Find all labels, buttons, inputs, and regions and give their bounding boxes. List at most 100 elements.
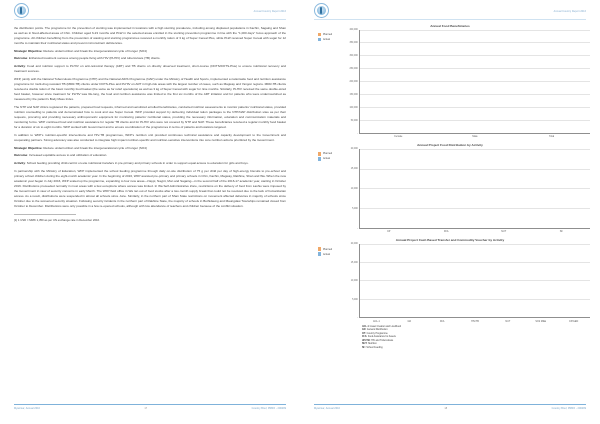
legend-label: Actual [322, 157, 330, 161]
legend-item-planned: Planned [318, 152, 344, 156]
footer-right-text: Country Brief, PRRO - 200299 [251, 407, 286, 410]
wfp-emblem-icon [14, 3, 29, 18]
legend-label: Planned [322, 247, 333, 251]
abbreviation-item: FFA: Food Assistance for Assets [362, 336, 396, 339]
paragraph-label: Outcome [14, 153, 28, 158]
x-axis-label: SO2 M&E [535, 319, 547, 323]
chart-food-distribution: Annual Project Food Distribution by Acti… [310, 143, 590, 233]
y-axis-tick: 100,000 [349, 107, 358, 109]
chart-legend: Planned Actual [310, 244, 344, 322]
plot-area [360, 29, 590, 134]
legend-swatch-actual [318, 252, 322, 256]
paragraph: In partnership with the Ministry of Educ… [14, 169, 286, 208]
y-axis-tick: - [357, 317, 358, 320]
outcome-2: Outcome: Increased equitable access to a… [14, 153, 286, 158]
x-axis-label: Male [472, 135, 478, 139]
paragraph-label: Strategic Objective [14, 49, 42, 54]
charts-container: Annual Food Beneficiaries Planned Actual [300, 22, 600, 350]
y-axis-tick: 50,000 [350, 120, 358, 122]
header-right-text: Annual Country Report 2016 [553, 10, 586, 13]
header-rule [314, 19, 586, 20]
legend-swatch-actual [318, 157, 322, 161]
paragraph-label: Activity [14, 160, 26, 165]
footer-rule [14, 403, 286, 405]
paragraph-label: Outcome [14, 56, 28, 61]
footer-right-text: Country Brief, PRRO - 200299 [551, 407, 586, 410]
x-axis-label: Female [394, 135, 403, 139]
legend-swatch-planned [318, 247, 322, 251]
paragraph-text: : Increased equitable access to and util… [27, 153, 108, 158]
activity-1: Activity: Food and nutrition support to … [14, 64, 286, 74]
y-axis-tick: 5,000 [352, 298, 358, 301]
y-axis-tick: 300,000 [349, 55, 358, 57]
page-number: 18 [444, 407, 448, 410]
x-axis-label: FFA [439, 319, 445, 323]
header-rule [14, 19, 286, 20]
paragraph: The NTP and NAP clinics registered the p… [14, 104, 286, 129]
legend-label: Actual [322, 252, 330, 256]
x-axis-label: Total [549, 135, 555, 139]
footnote-separator [14, 214, 76, 216]
y-axis-tick: 150,000 [349, 94, 358, 96]
chart-beneficiaries: Annual Food Beneficiaries Planned Actual [310, 24, 590, 138]
y-axis: - 5,000 10,000 15,000 20,000 [344, 148, 360, 231]
header-right-text: Annual Country Report 2016 [253, 10, 286, 13]
y-axis-tick: 200,000 [349, 81, 358, 83]
legend-label: Planned [322, 33, 333, 37]
footer-rule [314, 403, 586, 405]
legend-label: Planned [322, 152, 333, 156]
paragraph-text: : Reduce undernutrition and break the in… [41, 49, 147, 54]
legend-item-actual: Actual [318, 252, 344, 256]
y-axis-tick: 400,000 [349, 29, 358, 31]
paragraph-label: Strategic Objective [14, 146, 42, 151]
wfp-emblem-icon [314, 3, 329, 18]
y-axis-tick: - [357, 133, 358, 135]
x-axis-label: GD [407, 319, 412, 323]
chart-cash-transfer: Annual Project Cash Based Transfer and C… [310, 238, 590, 350]
page-right: Annual Country Report 2016 Annual Food B… [300, 0, 600, 424]
y-axis: - 5,000 10,000 15,000 20,000 [344, 243, 360, 320]
x-axis-labels: CP FFA NUT SF [344, 230, 590, 233]
chart-title: Annual Food Beneficiaries [430, 24, 470, 28]
legend-swatch-actual [318, 37, 322, 42]
abbreviation-item: ACL-1: Asset Creation and Livelihood [362, 325, 402, 328]
y-axis-tick: 20,000 [350, 148, 358, 151]
footnote: [1] 1 USD = MMK 1,350 as per UN exchange… [14, 217, 100, 222]
abbreviation-item: NUT: Nutrition [362, 343, 377, 346]
x-axis-label: HIV/TB [471, 319, 479, 323]
y-axis-tick: 15,000 [350, 261, 358, 264]
chart-legend: Planned Actual [310, 149, 344, 233]
paragraph-text: : Food and nutrition support to PLHIV on… [14, 63, 286, 73]
abbreviations-list: ACL-1: Asset Creation and Livelihood GD: … [310, 326, 590, 351]
legend-item-planned: Planned [318, 33, 344, 37]
legend-item-planned: Planned [318, 247, 344, 251]
y-axis-tick: 350,000 [349, 42, 358, 44]
x-axis-labels: Female Male Total [344, 135, 590, 138]
x-axis-label: CP/GEN [569, 319, 579, 323]
legend-item-actual: Actual [318, 37, 344, 42]
abbreviation-item: CP: Country Programme [362, 332, 388, 335]
paragraph: the distribution points. The programme f… [14, 26, 286, 45]
page-body-left: the distribution points. The programme f… [0, 22, 300, 390]
plot-area [360, 148, 590, 230]
x-axis-labels: ACL-1 GD FFA HIV/TB NUT SO2 M&E CP/GEN [344, 320, 590, 323]
paragraph: WFP, jointly with the National Tuberculo… [14, 76, 286, 101]
y-axis-tick: 10,000 [350, 280, 358, 283]
x-axis-label: FFA [444, 230, 449, 234]
paragraph-label: Activity [14, 63, 26, 68]
activity-2: Activity: School feeding providing child… [14, 161, 286, 166]
y-axis-tick: - [357, 228, 358, 231]
outcome-1: Outcome: Enhanced treatment success amon… [14, 56, 286, 61]
legend-item-actual: Actual [318, 157, 344, 161]
strategic-objective-2: Strategic Objective: Reduce undernutriti… [14, 146, 286, 151]
page-footer-right: Myanmar, Annual 2016 18 Country Brief, P… [314, 403, 586, 410]
x-axis-label: NUT [505, 319, 511, 323]
paragraph-text: : Reduce undernutrition and break the in… [41, 146, 147, 151]
x-axis-label: ACL-1 [373, 319, 380, 323]
chart-title: Annual Project Cash Based Transfer and C… [395, 238, 505, 243]
y-axis-tick: 250,000 [349, 68, 358, 70]
legend-swatch-planned [318, 152, 322, 156]
chart-legend: Planned Actual [310, 30, 344, 138]
footer-left-text: Myanmar, Annual 2016 [14, 407, 40, 410]
